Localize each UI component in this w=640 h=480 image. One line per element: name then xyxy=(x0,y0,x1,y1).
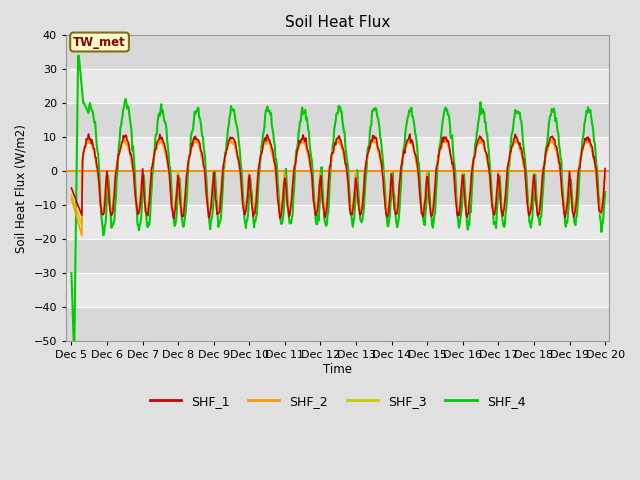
Bar xyxy=(66,137,609,171)
SHF_1 xyxy=(188,140,195,146)
Bar xyxy=(66,171,609,205)
SHF_1 xyxy=(77,210,85,216)
SHF_1 xyxy=(170,216,178,221)
SHF_3 xyxy=(78,223,86,228)
Y-axis label: Soil Heat Flux (W/m2): Soil Heat Flux (W/m2) xyxy=(15,124,28,252)
SHF_4 xyxy=(70,338,77,344)
SHF_4 xyxy=(134,222,141,228)
Text: TW_met: TW_met xyxy=(73,36,126,48)
Line: SHF_4: SHF_4 xyxy=(72,56,605,341)
SHF_4 xyxy=(79,93,86,98)
SHF_2 xyxy=(187,146,195,152)
SHF_1 xyxy=(216,207,224,213)
SHF_3 xyxy=(215,204,223,209)
SHF_4 xyxy=(404,113,412,119)
Bar xyxy=(66,103,609,137)
SHF_4 xyxy=(602,189,609,195)
SHF_4 xyxy=(68,270,76,276)
SHF_3 xyxy=(602,172,609,178)
SHF_2 xyxy=(602,174,609,180)
SHF_3 xyxy=(77,220,85,226)
Bar xyxy=(66,205,609,239)
SHF_4 xyxy=(216,218,224,224)
SHF_3 xyxy=(404,140,412,145)
SHF_1 xyxy=(404,136,412,142)
SHF_1 xyxy=(84,131,92,137)
SHF_1 xyxy=(68,185,76,191)
SHF_2 xyxy=(77,230,85,236)
SHF_2 xyxy=(68,195,76,201)
SHF_4 xyxy=(420,221,428,227)
SHF_2 xyxy=(404,137,412,143)
Bar xyxy=(66,273,609,307)
SHF_3 xyxy=(371,133,378,139)
SHF_2 xyxy=(133,206,141,212)
Legend: SHF_1, SHF_2, SHF_3, SHF_4: SHF_1, SHF_2, SHF_3, SHF_4 xyxy=(145,390,531,413)
SHF_2 xyxy=(215,205,223,211)
Title: Soil Heat Flux: Soil Heat Flux xyxy=(285,15,390,30)
SHF_2 xyxy=(298,136,306,142)
Bar xyxy=(66,69,609,103)
SHF_1 xyxy=(602,166,609,171)
SHF_2 xyxy=(420,203,428,208)
SHF_3 xyxy=(133,205,141,211)
SHF_3 xyxy=(187,148,195,154)
SHF_4 xyxy=(188,130,195,135)
SHF_1 xyxy=(420,207,428,213)
Line: SHF_1: SHF_1 xyxy=(72,134,605,218)
Bar xyxy=(66,307,609,341)
X-axis label: Time: Time xyxy=(323,362,352,376)
Line: SHF_2: SHF_2 xyxy=(72,139,605,236)
SHF_3 xyxy=(420,204,428,210)
Bar xyxy=(66,239,609,273)
Line: SHF_3: SHF_3 xyxy=(72,136,605,226)
SHF_4 xyxy=(74,53,82,59)
Bar xyxy=(66,36,609,69)
SHF_2 xyxy=(78,233,86,239)
SHF_1 xyxy=(133,204,141,210)
SHF_3 xyxy=(68,192,76,198)
